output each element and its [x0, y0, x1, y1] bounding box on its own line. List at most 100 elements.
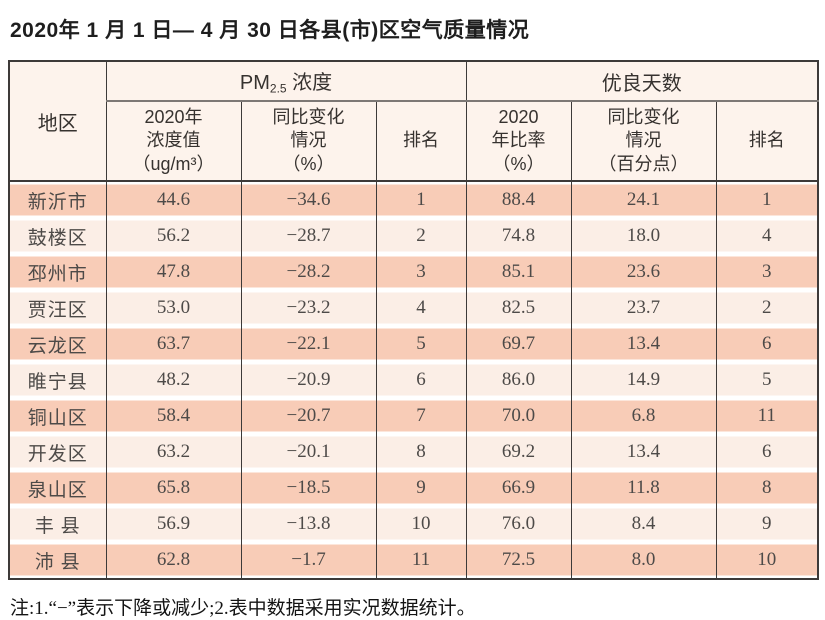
- cell-pm-rank: 2: [375, 218, 467, 254]
- cell-good-rank: 4: [715, 218, 819, 254]
- table-row: 邳州市 47.8 −28.2 3 85.1 23.6 3: [8, 254, 819, 290]
- page-title: 2020年 1 月 1 日— 4 月 30 日各县(市)区空气质量情况: [10, 19, 530, 42]
- cell-pm-change: −18.5: [240, 470, 377, 506]
- col-header-good-change: 同比变化 情况 （百分点）: [570, 101, 717, 181]
- col-header-region: 地区: [8, 61, 107, 181]
- cell-pm-change: −34.6: [240, 181, 377, 218]
- cell-pm-value: 63.7: [105, 326, 242, 362]
- col-header-pm-value: 2020年 浓度值 （ug/m³）: [105, 101, 242, 181]
- col-group-pm25: PM2.5 浓度: [105, 61, 467, 102]
- table-row: 开发区 63.2 −20.1 8 69.2 13.4 6: [8, 434, 819, 470]
- cell-pm-rank: 1: [375, 181, 467, 218]
- cell-region: 新沂市: [8, 181, 107, 218]
- cell-good-rank: 9: [715, 506, 819, 542]
- col-group-good-days: 优良天数: [465, 61, 819, 102]
- cell-region: 沛 县: [8, 542, 107, 579]
- cell-good-change: 14.9: [570, 362, 717, 398]
- cell-good-rank: 10: [715, 542, 819, 579]
- table-row: 丰 县 56.9 −13.8 10 76.0 8.4 9: [8, 506, 819, 542]
- footnote: 注:1.“−”表示下降或减少;2.表中数据采用实况数据统计。: [10, 598, 476, 619]
- cell-pm-value: 48.2: [105, 362, 242, 398]
- table-row: 泉山区 65.8 −18.5 9 66.9 11.8 8: [8, 470, 819, 506]
- header-group-row: 地区 PM2.5 浓度 优良天数: [8, 61, 819, 181]
- cell-good-rank: 11: [715, 398, 819, 434]
- cell-good-change: 24.1: [570, 181, 717, 218]
- cell-pm-rank: 11: [375, 542, 467, 579]
- header-sub-row: 2020年 浓度值 （ug/m³） 同比变化 情况 （%） 排名 2020 年比…: [9, 101, 819, 181]
- col-header-good-rank: 排名: [715, 101, 819, 181]
- cell-good-ratio: 85.1: [465, 254, 572, 290]
- cell-good-ratio: 69.7: [465, 326, 572, 362]
- cell-good-change: 6.8: [570, 398, 717, 434]
- cell-good-change: 23.6: [570, 254, 717, 290]
- cell-good-ratio: 88.4: [465, 181, 572, 218]
- cell-pm-value: 56.9: [105, 506, 242, 542]
- cell-good-change: 23.7: [570, 290, 717, 326]
- cell-good-rank: 6: [715, 326, 819, 362]
- cell-pm-change: −13.8: [240, 506, 377, 542]
- cell-region: 贾汪区: [8, 290, 107, 326]
- pm25-label-subscript: 2.5: [269, 81, 287, 96]
- cell-pm-rank: 7: [375, 398, 467, 434]
- cell-region: 铜山区: [8, 398, 107, 434]
- cell-good-ratio: 76.0: [465, 506, 572, 542]
- cell-good-rank: 5: [715, 362, 819, 398]
- cell-good-ratio: 82.5: [465, 290, 572, 326]
- table-body: 新沂市 44.6 −34.6 1 88.4 24.1 1 鼓楼区 56.2 −2…: [8, 181, 819, 579]
- cell-good-ratio: 74.8: [465, 218, 572, 254]
- cell-good-rank: 6: [715, 434, 819, 470]
- cell-pm-rank: 9: [375, 470, 467, 506]
- cell-pm-rank: 4: [375, 290, 467, 326]
- cell-pm-change: −23.2: [240, 290, 377, 326]
- cell-region: 鼓楼区: [8, 218, 107, 254]
- col-header-pm-rank: 排名: [375, 101, 467, 181]
- col-header-pm-change: 同比变化 情况 （%）: [240, 101, 377, 181]
- cell-good-ratio: 70.0: [465, 398, 572, 434]
- cell-pm-change: −28.7: [240, 218, 377, 254]
- cell-good-ratio: 69.2: [465, 434, 572, 470]
- cell-region: 丰 县: [8, 506, 107, 542]
- cell-good-rank: 1: [715, 181, 819, 218]
- cell-region: 睢宁县: [8, 362, 107, 398]
- cell-pm-value: 63.2: [105, 434, 242, 470]
- table-row: 鼓楼区 56.2 −28.7 2 74.8 18.0 4: [8, 218, 819, 254]
- cell-pm-rank: 5: [375, 326, 467, 362]
- cell-good-ratio: 66.9: [465, 470, 572, 506]
- cell-pm-rank: 3: [375, 254, 467, 290]
- table-header: 地区 PM2.5 浓度 优良天数 2020年 浓度值 （ug/m³） 同比变化 …: [8, 61, 819, 181]
- cell-good-ratio: 72.5: [465, 542, 572, 579]
- cell-pm-change: −20.7: [240, 398, 377, 434]
- cell-region: 开发区: [8, 434, 107, 470]
- cell-region: 邳州市: [8, 254, 107, 290]
- cell-pm-change: −1.7: [240, 542, 377, 579]
- table-row: 沛 县 62.8 −1.7 11 72.5 8.0 10: [8, 542, 819, 579]
- pm25-label-suffix: 浓度: [292, 72, 333, 95]
- table-row: 新沂市 44.6 −34.6 1 88.4 24.1 1: [8, 181, 819, 218]
- cell-region: 云龙区: [8, 326, 107, 362]
- cell-region: 泉山区: [8, 470, 107, 506]
- cell-pm-change: −20.9: [240, 362, 377, 398]
- cell-pm-change: −28.2: [240, 254, 377, 290]
- table-row: 铜山区 58.4 −20.7 7 70.0 6.8 11: [8, 398, 819, 434]
- cell-pm-value: 65.8: [105, 470, 242, 506]
- cell-pm-rank: 6: [375, 362, 467, 398]
- pm25-label-prefix: PM: [239, 72, 270, 95]
- cell-good-change: 13.4: [570, 434, 717, 470]
- cell-pm-rank: 10: [375, 506, 467, 542]
- table-row: 贾汪区 53.0 −23.2 4 82.5 23.7 2: [8, 290, 819, 326]
- cell-pm-value: 47.8: [105, 254, 242, 290]
- cell-pm-value: 62.8: [105, 542, 242, 579]
- cell-pm-change: −22.1: [240, 326, 377, 362]
- cell-good-ratio: 86.0: [465, 362, 572, 398]
- cell-good-rank: 2: [715, 290, 819, 326]
- cell-good-rank: 3: [715, 254, 819, 290]
- cell-good-change: 11.8: [570, 470, 717, 506]
- cell-pm-value: 44.6: [105, 181, 242, 218]
- cell-pm-rank: 8: [375, 434, 467, 470]
- cell-pm-value: 53.0: [105, 290, 242, 326]
- table-row: 睢宁县 48.2 −20.9 6 86.0 14.9 5: [8, 362, 819, 398]
- air-quality-table: 地区 PM2.5 浓度 优良天数 2020年 浓度值 （ug/m³） 同比变化 …: [8, 60, 820, 580]
- table-row: 云龙区 63.7 −22.1 5 69.7 13.4 6: [8, 326, 819, 362]
- cell-good-change: 13.4: [570, 326, 717, 362]
